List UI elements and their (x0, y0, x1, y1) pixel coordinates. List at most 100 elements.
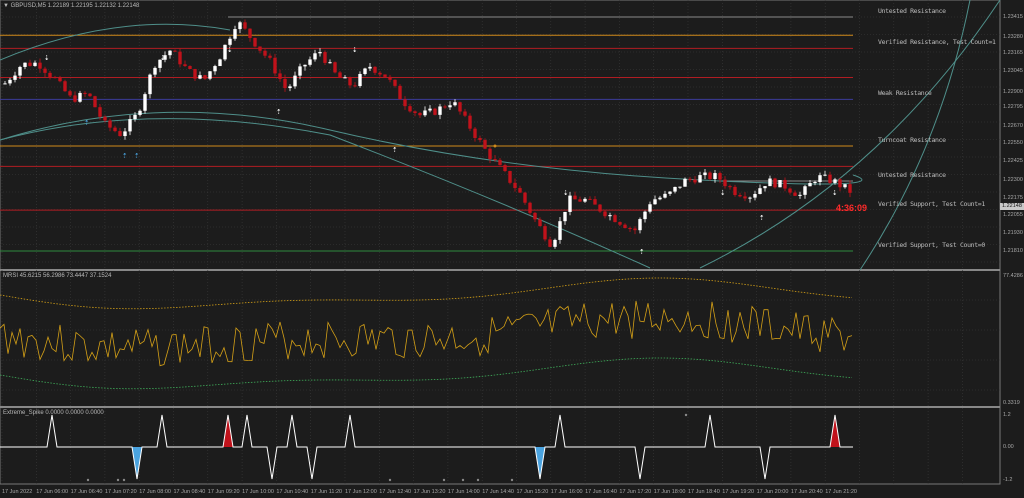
spike-dot (86, 478, 90, 482)
candle-body (43, 68, 47, 73)
candle-body (813, 181, 817, 184)
candle-body (548, 239, 552, 247)
candle-body (818, 175, 822, 182)
candle-body (513, 182, 517, 189)
time-axis-label: 17 Jun 06:40 (70, 489, 103, 495)
current-price-tag: 1.22148 (1000, 203, 1024, 210)
candle-body (403, 99, 407, 107)
candle-body (653, 199, 657, 205)
regression-channel-lower (0, 118, 651, 269)
time-axis-label: 17 Jun 19:20 (722, 489, 755, 495)
candle-body (563, 211, 567, 222)
candle-body (168, 50, 172, 56)
price-axis-label: 1.22425 (1003, 158, 1023, 165)
price-axis-label: 1.22300 (1003, 176, 1023, 183)
spike-dot (122, 478, 126, 482)
level-label: Untested Resistance (878, 7, 946, 15)
candle-body (63, 81, 67, 92)
regression-channel-arc (859, 0, 971, 271)
regression-channel-top (0, 23, 231, 61)
price-axis-label: 1.22900 (1003, 89, 1023, 96)
candle-body (748, 197, 752, 199)
chart-frame (0, 0, 1001, 485)
candle-body (438, 106, 442, 115)
candle-body (133, 114, 137, 120)
candle-body (848, 184, 852, 193)
fractal-up-arrow-icon: ⇡ (759, 213, 764, 223)
price-axis-label: 1.22795 (1003, 104, 1023, 111)
spike-indicator-header: Extreme_Spike 0.0000 0.0000 0.0000 (3, 410, 104, 416)
candle-body (783, 180, 787, 189)
spike-axis-top: 1.2 (1003, 412, 1011, 418)
candle-body (213, 66, 217, 72)
candle-body (668, 191, 672, 194)
candle-body (613, 215, 617, 223)
time-axis-label: 17 Jun 21:20 (825, 489, 857, 495)
price-axis-label: 1.22175 (1003, 194, 1023, 201)
time-axis-label: 17 Jun 12:40 (379, 489, 412, 495)
candle-body (693, 179, 697, 183)
candle-body (198, 75, 202, 79)
candle-body (178, 51, 182, 65)
level-label: Untested Resistance (878, 170, 946, 179)
fractal-down-arrow-icon: ⇣ (227, 45, 232, 55)
candle-body (253, 37, 257, 47)
candle-body (243, 22, 247, 29)
time-axis-label: 17 Jun 11:20 (310, 489, 343, 495)
candle-body (728, 186, 732, 188)
candle-body (88, 93, 92, 97)
fractal-up-arrow-icon: ⇡ (84, 118, 89, 128)
candle-body (698, 175, 702, 183)
time-axis-label: 17 Jun 09:20 (207, 489, 240, 495)
price-axis-label: 1.23165 (1003, 50, 1023, 57)
price-axis-label: 1.22055 (1003, 212, 1023, 219)
candle-body (723, 179, 727, 187)
fractal-up-arrow-icon: ⇡ (122, 151, 127, 161)
candle-body (598, 204, 602, 212)
candle-body (248, 28, 252, 38)
candle-body (23, 62, 27, 67)
rsi-lower-band (0, 357, 853, 390)
candle-body (418, 113, 422, 116)
candle-body (233, 29, 237, 39)
level-label: Verified Support, Test Count=1 (878, 200, 985, 209)
candle-body (103, 116, 107, 121)
candle-body (193, 69, 197, 79)
time-axis-label: 17 Jun 15:20 (516, 489, 549, 495)
rsi-axis-top: 77.4286 (1003, 273, 1023, 279)
spike-dot (116, 478, 120, 482)
rsi-upper-band (0, 277, 853, 310)
candle-body (113, 127, 117, 132)
main-chart-header: ▼ GBPUSD,M5 1.22189 1.22195 1.22132 1.22… (3, 3, 140, 9)
candle-body (503, 165, 507, 172)
candle-body (98, 107, 102, 117)
level-label: Verified Support, Test Count=0 (878, 240, 985, 249)
candle-body (348, 77, 352, 86)
candle-body (798, 194, 802, 196)
spike-dot (684, 413, 688, 417)
candle-body (443, 106, 447, 108)
candle-body (428, 108, 432, 111)
candle-body (208, 71, 212, 79)
candle-body (533, 212, 537, 220)
candle-body (148, 74, 152, 95)
price-axis-label: 1.21810 (1003, 247, 1023, 254)
candle-body (93, 96, 97, 108)
candle-body (108, 120, 112, 128)
spike-dot (476, 478, 480, 482)
candle-body (518, 188, 522, 193)
candle-body (48, 72, 52, 78)
candle-body (658, 197, 662, 200)
candle-body (838, 179, 842, 188)
price-axis-label: 1.23045 (1003, 67, 1023, 74)
price-axis-label: 1.23415 (1003, 14, 1023, 20)
candle-body (743, 196, 747, 199)
candle-body (323, 52, 327, 63)
candle-body (468, 115, 472, 129)
candle-body (678, 186, 682, 188)
candle-body (318, 52, 322, 54)
fractal-down-arrow-icon: ⇣ (832, 188, 837, 198)
fractal-down-arrow-icon: ⇣ (160, 53, 165, 63)
